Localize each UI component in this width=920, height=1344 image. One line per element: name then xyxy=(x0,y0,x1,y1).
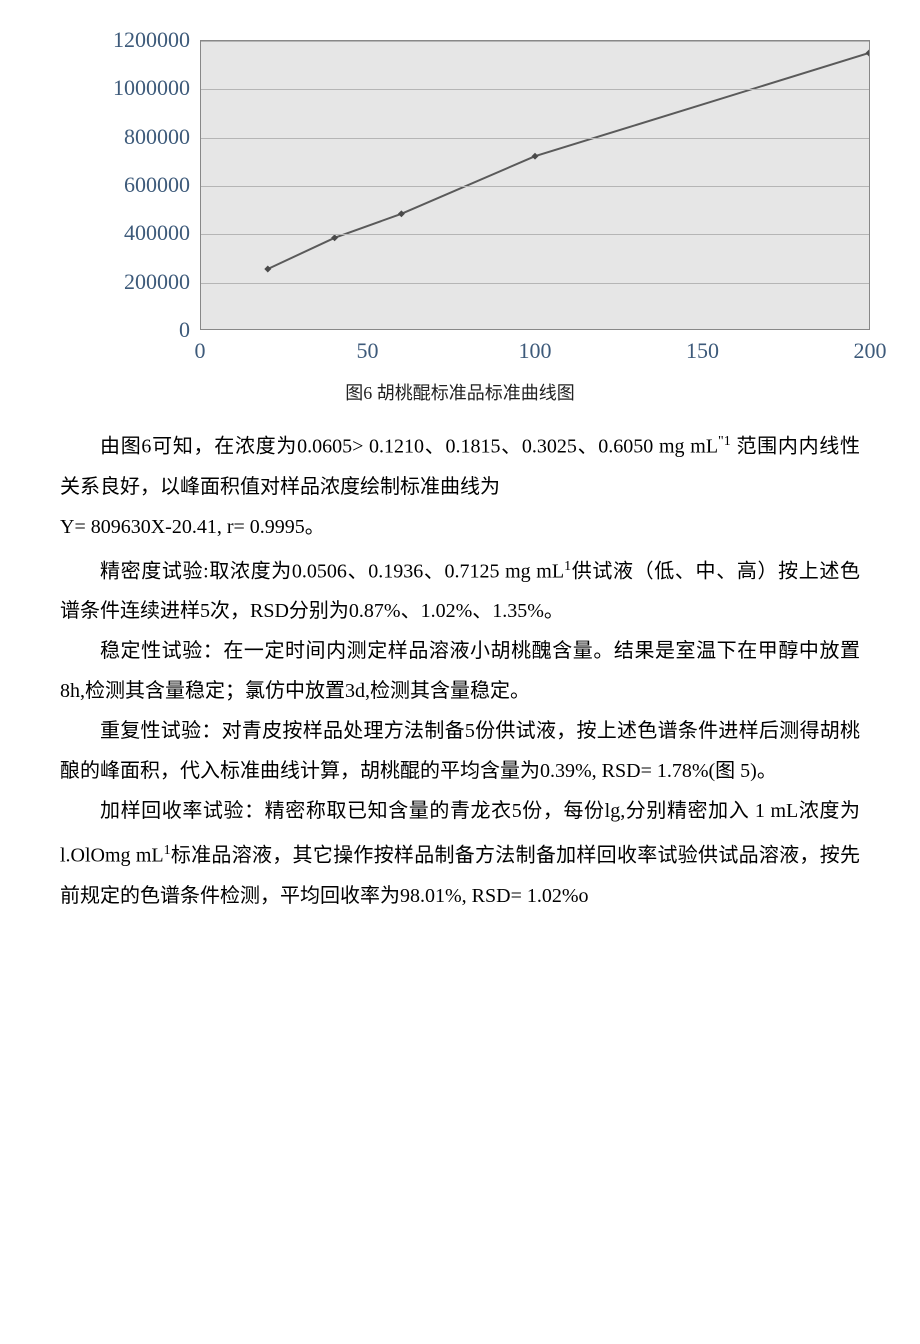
paragraph-1: 由图6可知，在浓度为0.0605> 0.1210、0.1815、0.3025、0… xyxy=(60,422,860,507)
y-tick-label: 1200000 xyxy=(80,29,190,51)
p1-text-a: 由图6可知，在浓度为0.0605> 0.1210、0.1815、0.3025、0… xyxy=(100,436,718,458)
paragraph-2: 精密度试验:取浓度为0.0506、0.1936、0.7125 mg mL1供试液… xyxy=(60,547,860,632)
p5-sup: 1 xyxy=(164,843,171,858)
y-tick-label: 600000 xyxy=(80,174,190,196)
x-tick-label: 100 xyxy=(519,340,552,362)
p5-text-b: 标准品溶液，其它操作按样品制备方法制备加样回收率试验供试品溶液，按先前规定的色谱… xyxy=(60,845,860,907)
gridline xyxy=(201,89,869,90)
calibration-chart: 0200000400000600000800000100000012000000… xyxy=(80,40,880,380)
p1-eq: Y= 809630X-20.41, r= 0.9995。 xyxy=(60,516,325,538)
gridline xyxy=(201,138,869,139)
gridline xyxy=(201,234,869,235)
chart-svg xyxy=(201,41,869,329)
document-body: 由图6可知，在浓度为0.0605> 0.1210、0.1815、0.3025、0… xyxy=(60,422,860,916)
x-tick-label: 150 xyxy=(686,340,719,362)
x-tick-label: 50 xyxy=(357,340,379,362)
y-tick-label: 200000 xyxy=(80,271,190,293)
y-tick-label: 1000000 xyxy=(80,77,190,99)
x-tick-label: 200 xyxy=(854,340,887,362)
x-tick-label: 0 xyxy=(195,340,206,362)
paragraph-3: 稳定性试验：在一定时间内测定样品溶液小胡桃醜含量。结果是室温下在甲醇中放置8h,… xyxy=(60,631,860,711)
p2-text-a: 精密度试验:取浓度为0.0506、0.1936、0.7125 mg mL xyxy=(100,560,564,582)
gridline xyxy=(201,283,869,284)
y-tick-label: 0 xyxy=(80,319,190,341)
chart-caption: 图6 胡桃醌标准品标准曲线图 xyxy=(60,384,860,402)
paragraph-4: 重复性试验：对青皮按样品处理方法制备5份供试液，按上述色谱条件进样后测得胡桃酿的… xyxy=(60,711,860,791)
y-tick-label: 400000 xyxy=(80,222,190,244)
paragraph-1-eq: Y= 809630X-20.41, r= 0.9995。 xyxy=(60,507,860,547)
chart-plot-area xyxy=(200,40,870,330)
y-tick-label: 800000 xyxy=(80,126,190,148)
paragraph-5: 加样回收率试验：精密称取已知含量的青龙衣5份，每份lg,分别精密加入 1 mL浓… xyxy=(60,791,860,916)
p1-sup: "1 xyxy=(718,434,731,449)
gridline xyxy=(201,41,869,42)
gridline xyxy=(201,186,869,187)
